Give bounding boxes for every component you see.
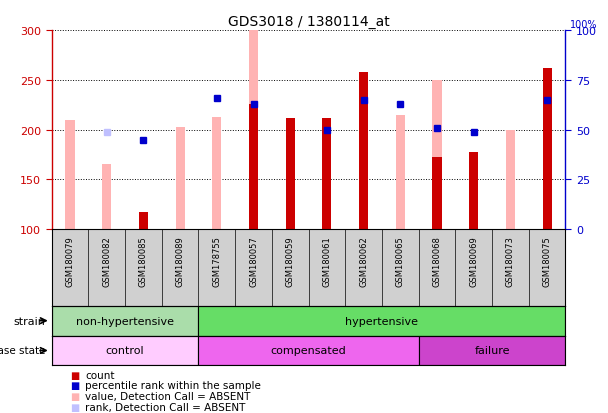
Bar — [249, 31, 258, 230]
Text: GSM180079: GSM180079 — [66, 236, 75, 286]
Bar — [469, 152, 478, 230]
Text: GSM180069: GSM180069 — [469, 236, 478, 286]
Text: GSM180068: GSM180068 — [432, 236, 441, 287]
Bar — [198, 306, 565, 336]
Bar — [198, 336, 419, 366]
Bar — [249, 104, 258, 230]
Text: rank, Detection Call = ABSENT: rank, Detection Call = ABSENT — [85, 401, 246, 412]
Text: value, Detection Call = ABSENT: value, Detection Call = ABSENT — [85, 391, 250, 401]
Text: GSM180085: GSM180085 — [139, 236, 148, 286]
Text: GSM180059: GSM180059 — [286, 236, 295, 286]
Text: GSM180089: GSM180089 — [176, 236, 185, 286]
Bar — [52, 336, 198, 366]
Bar — [359, 73, 368, 230]
Text: GSM180073: GSM180073 — [506, 236, 515, 287]
Text: ■: ■ — [70, 370, 79, 380]
Title: GDS3018 / 1380114_at: GDS3018 / 1380114_at — [227, 14, 390, 28]
Bar — [66, 120, 75, 230]
Bar — [212, 117, 221, 230]
Bar — [542, 69, 551, 230]
Text: 100%: 100% — [570, 19, 597, 30]
Text: count: count — [85, 370, 115, 380]
Bar — [432, 157, 441, 230]
Bar — [542, 131, 551, 230]
Text: non-hypertensive: non-hypertensive — [76, 316, 174, 326]
Text: compensated: compensated — [271, 346, 347, 356]
Text: strain: strain — [14, 316, 46, 326]
Text: failure: failure — [474, 346, 510, 356]
Bar — [432, 81, 441, 230]
Bar — [52, 306, 198, 336]
Text: percentile rank within the sample: percentile rank within the sample — [85, 380, 261, 390]
Text: GSM180062: GSM180062 — [359, 236, 368, 286]
Bar — [396, 115, 405, 230]
Text: ■: ■ — [70, 380, 79, 390]
Bar — [139, 213, 148, 230]
Bar — [506, 131, 515, 230]
Text: GSM180061: GSM180061 — [322, 236, 331, 286]
Text: ■: ■ — [70, 401, 79, 412]
Text: GSM180082: GSM180082 — [102, 236, 111, 286]
Bar — [419, 336, 565, 366]
Text: disease state: disease state — [0, 346, 46, 356]
Text: hypertensive: hypertensive — [345, 316, 418, 326]
Text: ■: ■ — [70, 391, 79, 401]
Text: GSM178755: GSM178755 — [212, 236, 221, 287]
Bar — [176, 127, 185, 230]
Text: control: control — [106, 346, 144, 356]
Bar — [102, 165, 111, 230]
Text: GSM180065: GSM180065 — [396, 236, 405, 286]
Bar — [322, 119, 331, 230]
Text: GSM180075: GSM180075 — [542, 236, 551, 286]
Bar — [286, 119, 295, 230]
Text: GSM180057: GSM180057 — [249, 236, 258, 286]
